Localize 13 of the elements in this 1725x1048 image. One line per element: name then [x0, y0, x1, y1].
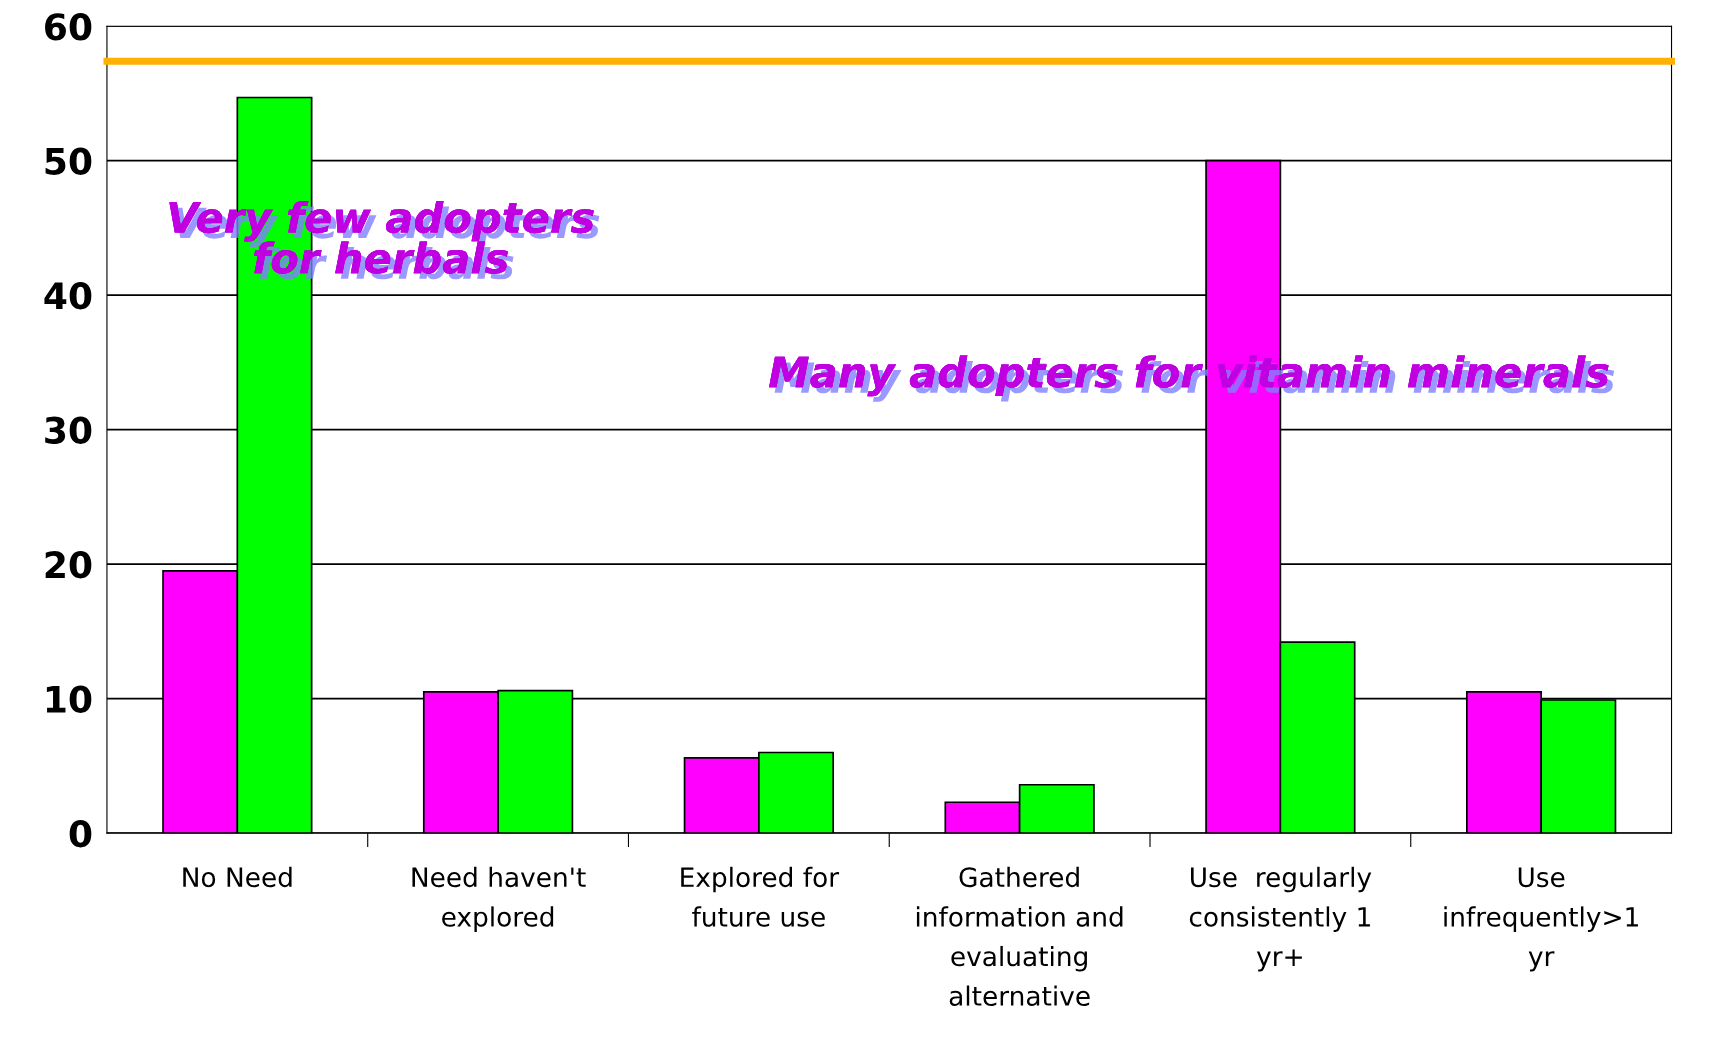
y-tick-label: 0: [69, 820, 92, 848]
x-tick-label: Use regularly consistently 1 yr+: [1189, 866, 1372, 972]
y-tick-label: 10: [46, 685, 92, 713]
x-tick-label: No Need: [183, 866, 292, 888]
x-tick-label: Explored for future use: [681, 866, 840, 927]
x-tick-label: Use infrequently>1 yr: [1444, 867, 1638, 972]
y-tick-label: 20: [45, 551, 92, 579]
x-tick-label: Need haven't explored: [412, 866, 586, 932]
y-tick-label: 30: [45, 416, 92, 444]
y-tick-label: 40: [44, 282, 92, 310]
y-tick-label: 60: [45, 13, 92, 41]
y-tick-label: 50: [45, 147, 92, 175]
x-tick-label: Gathered information and evaluating alternative: [916, 866, 1123, 1006]
